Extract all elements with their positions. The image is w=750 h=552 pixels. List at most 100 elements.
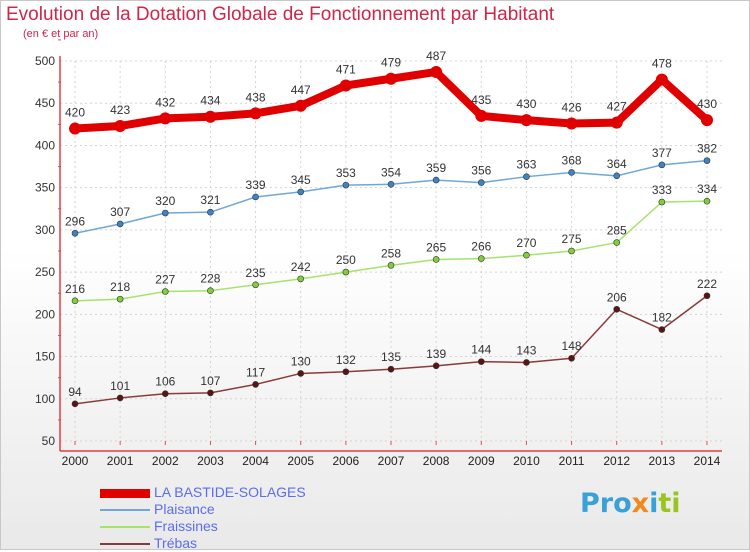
series-tr-bas: 94 101 106 107 117 130 132 135 139 144 143 148 206 18… [68,277,717,408]
data-point [385,72,397,85]
data-label: 235 [246,266,266,280]
legend-item: Fraissines [100,518,360,535]
data-label: 438 [246,90,266,104]
series-la-bastide-solages: 420 423 432 434 438 447 471 479 487 435 430 426 427 4… [65,49,717,135]
data-label: 218 [110,280,130,294]
data-point [430,65,443,78]
data-point [613,305,621,313]
legend-item: Trébas [100,535,360,552]
data-point [520,114,533,127]
x-tick-label: 2006 [333,454,360,468]
series-plaisance: 296 307 320 321 339 345 353 354 359 356 363 368 364 3… [65,142,717,237]
data-point [249,107,262,120]
data-point [342,268,350,276]
y-tick-label: 350 [35,181,55,195]
proxiti-logo: Proxiti [580,488,681,519]
data-point [701,114,713,127]
data-point [114,120,127,133]
data-label: 106 [155,375,175,389]
data-point [342,368,350,376]
data-point [565,117,578,130]
data-point [568,169,575,176]
data-label: 130 [291,354,311,368]
data-label: 101 [110,379,130,393]
data-point [161,288,169,295]
y-tick-label: 400 [35,138,55,152]
data-point [387,365,395,373]
data-point [116,295,124,303]
data-label: 296 [65,214,85,228]
x-tick-label: 2003 [197,454,224,468]
legend-swatch [100,543,150,545]
data-point [342,181,350,189]
data-point [613,172,621,180]
data-label: 339 [246,178,266,192]
series-group: 94 101 106 107 117 130 132 135 139 144 143 148 206 18… [65,49,717,408]
data-point [658,161,666,169]
y-tick-label: 500 [35,54,55,68]
data-point [703,157,711,164]
data-label: 250 [336,253,356,267]
data-label: 382 [697,142,717,156]
data-label: 354 [381,165,401,179]
data-label: 266 [471,240,491,254]
data-label: 228 [200,272,220,286]
data-point [523,173,530,180]
data-label: 430 [516,97,536,111]
data-point [432,176,440,184]
legend-label: Fraissines [154,518,218,534]
data-label: 377 [652,146,672,160]
data-point [252,381,259,388]
y-tick-label: 150 [35,350,55,364]
data-label: 434 [200,94,220,108]
x-tick-label: 2014 [694,454,721,468]
x-tick-label: 2007 [378,454,405,468]
data-label: 420 [65,106,85,120]
data-point [655,73,668,86]
data-label: 479 [381,56,401,70]
data-point [71,400,79,408]
legend: LA BASTIDE-SOLAGES Plaisance Fraissines Tré… [100,484,360,552]
legend-swatch [100,509,150,511]
data-point [387,262,395,269]
data-label: 432 [155,95,175,109]
x-tick-label: 2013 [649,454,676,468]
chart-subtitle: (en € et par an) [23,28,99,40]
data-point [613,239,621,246]
data-point [432,362,440,370]
data-label: 321 [200,193,220,207]
legend-item: LA BASTIDE-SOLAGES [100,484,360,501]
y-tick-label: 300 [35,223,55,237]
data-label: 143 [516,343,536,357]
data-label: 423 [110,103,130,117]
data-point [568,247,575,255]
data-label: 430 [697,97,717,111]
data-point [116,394,124,402]
data-label: 363 [516,158,536,172]
x-tick-label: 2008 [423,454,450,468]
data-point [339,79,352,92]
data-label: 426 [562,100,582,114]
y-tick-label: 250 [35,265,55,279]
data-label: 307 [110,205,130,219]
y-tick-label: 50 [42,434,56,448]
data-label: 222 [697,277,717,291]
x-tick-label: 2012 [603,454,630,468]
x-tick-label: 2004 [242,454,269,468]
data-label: 334 [697,182,717,196]
data-point [207,208,214,216]
data-label: 345 [291,173,311,187]
data-point [252,281,259,289]
data-point [477,179,485,186]
x-tick-label: 2009 [468,454,495,468]
data-point [523,251,530,259]
data-label: 94 [68,385,82,399]
data-point [159,112,172,125]
data-label: 148 [562,339,582,353]
data-point [252,193,259,201]
data-label: 258 [381,246,401,260]
data-label: 356 [471,164,491,178]
data-label: 242 [291,260,311,274]
